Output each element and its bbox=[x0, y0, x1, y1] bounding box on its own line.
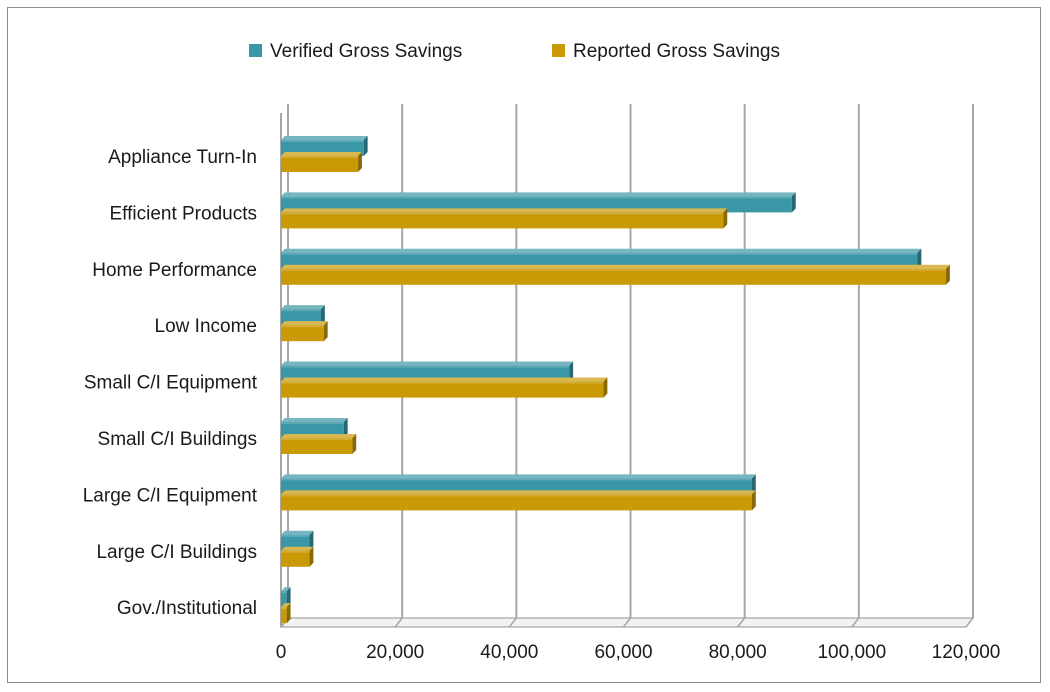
bar-reported bbox=[281, 490, 756, 511]
legend-swatch bbox=[249, 44, 262, 57]
bar-reported bbox=[281, 377, 608, 398]
x-tick-label: 80,000 bbox=[709, 642, 767, 663]
bar-reported bbox=[281, 208, 728, 229]
category-label: Appliance Turn-In bbox=[108, 147, 257, 168]
category-label: Large C/I Equipment bbox=[83, 485, 258, 506]
x-tick-label: 60,000 bbox=[594, 642, 652, 663]
category-label: Large C/I Buildings bbox=[96, 542, 257, 563]
legend-label: Reported Gross Savings bbox=[573, 41, 780, 62]
gridline-floor bbox=[394, 617, 403, 628]
bar-reported bbox=[281, 264, 950, 285]
x-tick-label: 40,000 bbox=[480, 642, 538, 663]
bar-reported bbox=[281, 151, 362, 172]
legend: Verified Gross Savings Reported Gross Sav… bbox=[249, 41, 780, 62]
bar-reported bbox=[281, 433, 357, 454]
gridline-floor bbox=[737, 617, 746, 628]
category-label: Efficient Products bbox=[109, 203, 257, 224]
category-labels: Appliance Turn-In Efficient Products Home … bbox=[83, 147, 258, 619]
bar-chart: Appliance Turn-In Efficient Products Home … bbox=[83, 41, 1001, 663]
category-label: Home Performance bbox=[92, 260, 257, 281]
x-tick-label: 120,000 bbox=[932, 642, 1001, 663]
bar-reported bbox=[281, 603, 291, 624]
category-label: Small C/I Buildings bbox=[98, 429, 257, 450]
category-label: Low Income bbox=[155, 316, 257, 337]
bar-reported bbox=[281, 321, 328, 342]
category-label: Small C/I Equipment bbox=[84, 373, 258, 394]
x-tick-label: 20,000 bbox=[366, 642, 424, 663]
gridlines bbox=[280, 104, 974, 628]
bars bbox=[281, 135, 950, 624]
x-tick-label: 100,000 bbox=[817, 642, 886, 663]
chart-frame: Appliance Turn-In Efficient Products Home … bbox=[7, 7, 1041, 683]
x-tick-label: 0 bbox=[276, 642, 287, 663]
gridline-floor bbox=[851, 617, 860, 628]
legend-label: Verified Gross Savings bbox=[270, 41, 462, 62]
legend-swatch bbox=[552, 44, 565, 57]
gridline-floor bbox=[622, 617, 632, 628]
bar-reported bbox=[281, 546, 314, 567]
category-label: Gov./Institutional bbox=[117, 598, 257, 619]
gridline-floor bbox=[965, 617, 974, 628]
x-tick-labels: 0 20,000 40,000 60,000 80,000 100,000 120,000 bbox=[276, 642, 1001, 663]
gridline-floor bbox=[508, 617, 517, 628]
bar-verified bbox=[281, 587, 291, 608]
